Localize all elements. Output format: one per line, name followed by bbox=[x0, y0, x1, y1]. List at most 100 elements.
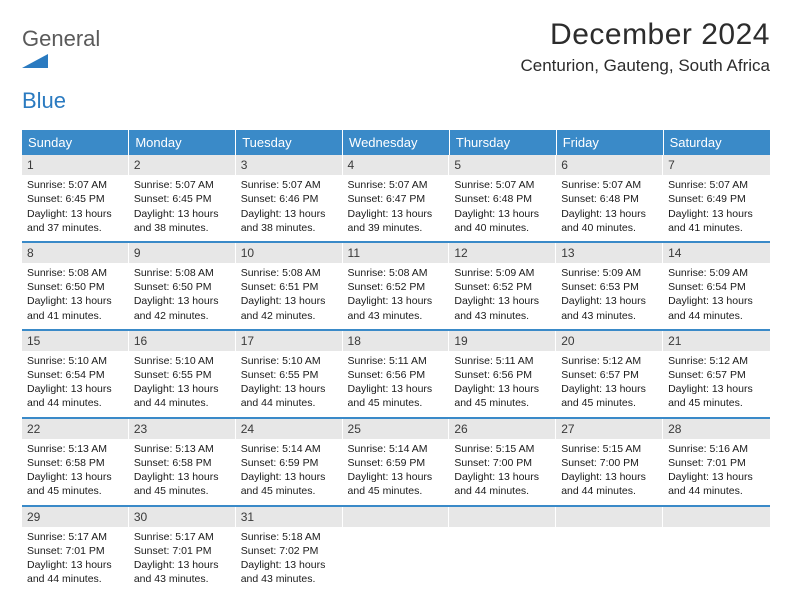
daylight-line: Daylight: 13 hours and 45 minutes. bbox=[561, 382, 658, 410]
calendar-day-cell: 16Sunrise: 5:10 AMSunset: 6:55 PMDayligh… bbox=[129, 330, 236, 418]
day-number: 31 bbox=[236, 507, 343, 527]
calendar-day-cell: 1Sunrise: 5:07 AMSunset: 6:45 PMDaylight… bbox=[22, 155, 129, 242]
header: General Blue December 2024 Centurion, Ga… bbox=[22, 18, 770, 120]
daylight-line: Daylight: 13 hours and 45 minutes. bbox=[27, 470, 124, 498]
daylight-line: Daylight: 13 hours and 45 minutes. bbox=[668, 382, 765, 410]
day-number: 24 bbox=[236, 419, 343, 439]
day-number-empty bbox=[343, 507, 450, 527]
daylight-line: Daylight: 13 hours and 40 minutes. bbox=[561, 207, 658, 235]
daylight-line: Daylight: 13 hours and 39 minutes. bbox=[348, 207, 445, 235]
sunrise-line: Sunrise: 5:07 AM bbox=[668, 178, 765, 192]
day-body: Sunrise: 5:10 AMSunset: 6:55 PMDaylight:… bbox=[129, 351, 236, 417]
day-body: Sunrise: 5:07 AMSunset: 6:45 PMDaylight:… bbox=[129, 175, 236, 241]
day-body-empty bbox=[556, 527, 663, 579]
title-block: December 2024 Centurion, Gauteng, South … bbox=[521, 18, 771, 76]
daylight-line: Daylight: 13 hours and 41 minutes. bbox=[27, 294, 124, 322]
sunset-line: Sunset: 7:01 PM bbox=[668, 456, 765, 470]
calendar-day-cell: 28Sunrise: 5:16 AMSunset: 7:01 PMDayligh… bbox=[663, 418, 770, 506]
weekday-header: Wednesday bbox=[343, 130, 450, 155]
sunset-line: Sunset: 6:54 PM bbox=[668, 280, 765, 294]
sunrise-line: Sunrise: 5:17 AM bbox=[134, 530, 231, 544]
sunset-line: Sunset: 7:00 PM bbox=[561, 456, 658, 470]
calendar-day-cell: 14Sunrise: 5:09 AMSunset: 6:54 PMDayligh… bbox=[663, 242, 770, 330]
day-number: 15 bbox=[22, 331, 129, 351]
sunset-line: Sunset: 6:56 PM bbox=[454, 368, 551, 382]
calendar-day-cell: 23Sunrise: 5:13 AMSunset: 6:58 PMDayligh… bbox=[129, 418, 236, 506]
sunset-line: Sunset: 6:46 PM bbox=[241, 192, 338, 206]
daylight-line: Daylight: 13 hours and 43 minutes. bbox=[454, 294, 551, 322]
day-body: Sunrise: 5:17 AMSunset: 7:01 PMDaylight:… bbox=[22, 527, 129, 593]
calendar-day-cell: 15Sunrise: 5:10 AMSunset: 6:54 PMDayligh… bbox=[22, 330, 129, 418]
sunset-line: Sunset: 6:48 PM bbox=[454, 192, 551, 206]
calendar-day-cell: 8Sunrise: 5:08 AMSunset: 6:50 PMDaylight… bbox=[22, 242, 129, 330]
day-number: 29 bbox=[22, 507, 129, 527]
sunrise-line: Sunrise: 5:14 AM bbox=[348, 442, 445, 456]
day-body: Sunrise: 5:15 AMSunset: 7:00 PMDaylight:… bbox=[449, 439, 556, 505]
sunrise-line: Sunrise: 5:08 AM bbox=[27, 266, 124, 280]
day-body: Sunrise: 5:09 AMSunset: 6:54 PMDaylight:… bbox=[663, 263, 770, 329]
calendar-day-cell: 9Sunrise: 5:08 AMSunset: 6:50 PMDaylight… bbox=[129, 242, 236, 330]
calendar-week-row: 29Sunrise: 5:17 AMSunset: 7:01 PMDayligh… bbox=[22, 506, 770, 593]
day-body: Sunrise: 5:12 AMSunset: 6:57 PMDaylight:… bbox=[556, 351, 663, 417]
day-number: 9 bbox=[129, 243, 236, 263]
calendar-day-cell bbox=[449, 506, 556, 593]
sunrise-line: Sunrise: 5:11 AM bbox=[454, 354, 551, 368]
day-body: Sunrise: 5:13 AMSunset: 6:58 PMDaylight:… bbox=[129, 439, 236, 505]
sunset-line: Sunset: 7:02 PM bbox=[241, 544, 338, 558]
sunrise-line: Sunrise: 5:13 AM bbox=[134, 442, 231, 456]
sunset-line: Sunset: 6:50 PM bbox=[134, 280, 231, 294]
sunset-line: Sunset: 6:55 PM bbox=[241, 368, 338, 382]
day-number: 21 bbox=[663, 331, 770, 351]
calendar-day-cell: 27Sunrise: 5:15 AMSunset: 7:00 PMDayligh… bbox=[556, 418, 663, 506]
calendar-day-cell: 22Sunrise: 5:13 AMSunset: 6:58 PMDayligh… bbox=[22, 418, 129, 506]
day-number: 16 bbox=[129, 331, 236, 351]
calendar-day-cell: 24Sunrise: 5:14 AMSunset: 6:59 PMDayligh… bbox=[236, 418, 343, 506]
sunrise-line: Sunrise: 5:10 AM bbox=[241, 354, 338, 368]
day-body: Sunrise: 5:11 AMSunset: 6:56 PMDaylight:… bbox=[343, 351, 450, 417]
sunset-line: Sunset: 6:59 PM bbox=[348, 456, 445, 470]
daylight-line: Daylight: 13 hours and 43 minutes. bbox=[561, 294, 658, 322]
logo-triangle-icon bbox=[22, 52, 100, 68]
calendar-day-cell: 3Sunrise: 5:07 AMSunset: 6:46 PMDaylight… bbox=[236, 155, 343, 242]
calendar-day-cell: 12Sunrise: 5:09 AMSunset: 6:52 PMDayligh… bbox=[449, 242, 556, 330]
daylight-line: Daylight: 13 hours and 43 minutes. bbox=[348, 294, 445, 322]
daylight-line: Daylight: 13 hours and 43 minutes. bbox=[241, 558, 338, 586]
day-number: 13 bbox=[556, 243, 663, 263]
sunrise-line: Sunrise: 5:08 AM bbox=[348, 266, 445, 280]
sunrise-line: Sunrise: 5:10 AM bbox=[134, 354, 231, 368]
sunrise-line: Sunrise: 5:09 AM bbox=[668, 266, 765, 280]
daylight-line: Daylight: 13 hours and 37 minutes. bbox=[27, 207, 124, 235]
day-number-empty bbox=[449, 507, 556, 527]
day-body: Sunrise: 5:14 AMSunset: 6:59 PMDaylight:… bbox=[236, 439, 343, 505]
sunrise-line: Sunrise: 5:11 AM bbox=[348, 354, 445, 368]
day-body: Sunrise: 5:09 AMSunset: 6:52 PMDaylight:… bbox=[449, 263, 556, 329]
sunrise-line: Sunrise: 5:07 AM bbox=[241, 178, 338, 192]
sunset-line: Sunset: 7:01 PM bbox=[27, 544, 124, 558]
sunrise-line: Sunrise: 5:14 AM bbox=[241, 442, 338, 456]
day-body: Sunrise: 5:09 AMSunset: 6:53 PMDaylight:… bbox=[556, 263, 663, 329]
daylight-line: Daylight: 13 hours and 44 minutes. bbox=[241, 382, 338, 410]
sunrise-line: Sunrise: 5:13 AM bbox=[27, 442, 124, 456]
sunset-line: Sunset: 6:47 PM bbox=[348, 192, 445, 206]
day-number: 2 bbox=[129, 155, 236, 175]
day-number: 25 bbox=[343, 419, 450, 439]
sunrise-line: Sunrise: 5:08 AM bbox=[134, 266, 231, 280]
calendar-day-cell: 29Sunrise: 5:17 AMSunset: 7:01 PMDayligh… bbox=[22, 506, 129, 593]
day-number: 10 bbox=[236, 243, 343, 263]
calendar-day-cell: 7Sunrise: 5:07 AMSunset: 6:49 PMDaylight… bbox=[663, 155, 770, 242]
day-number: 27 bbox=[556, 419, 663, 439]
day-number-empty bbox=[556, 507, 663, 527]
sunset-line: Sunset: 6:56 PM bbox=[348, 368, 445, 382]
sunset-line: Sunset: 6:45 PM bbox=[27, 192, 124, 206]
sunset-line: Sunset: 6:57 PM bbox=[668, 368, 765, 382]
daylight-line: Daylight: 13 hours and 45 minutes. bbox=[454, 382, 551, 410]
calendar-header-row: SundayMondayTuesdayWednesdayThursdayFrid… bbox=[22, 130, 770, 155]
sunrise-line: Sunrise: 5:16 AM bbox=[668, 442, 765, 456]
sunset-line: Sunset: 6:45 PM bbox=[134, 192, 231, 206]
day-body: Sunrise: 5:15 AMSunset: 7:00 PMDaylight:… bbox=[556, 439, 663, 505]
day-number: 1 bbox=[22, 155, 129, 175]
calendar-week-row: 1Sunrise: 5:07 AMSunset: 6:45 PMDaylight… bbox=[22, 155, 770, 242]
daylight-line: Daylight: 13 hours and 44 minutes. bbox=[668, 470, 765, 498]
day-number: 26 bbox=[449, 419, 556, 439]
day-body: Sunrise: 5:14 AMSunset: 6:59 PMDaylight:… bbox=[343, 439, 450, 505]
